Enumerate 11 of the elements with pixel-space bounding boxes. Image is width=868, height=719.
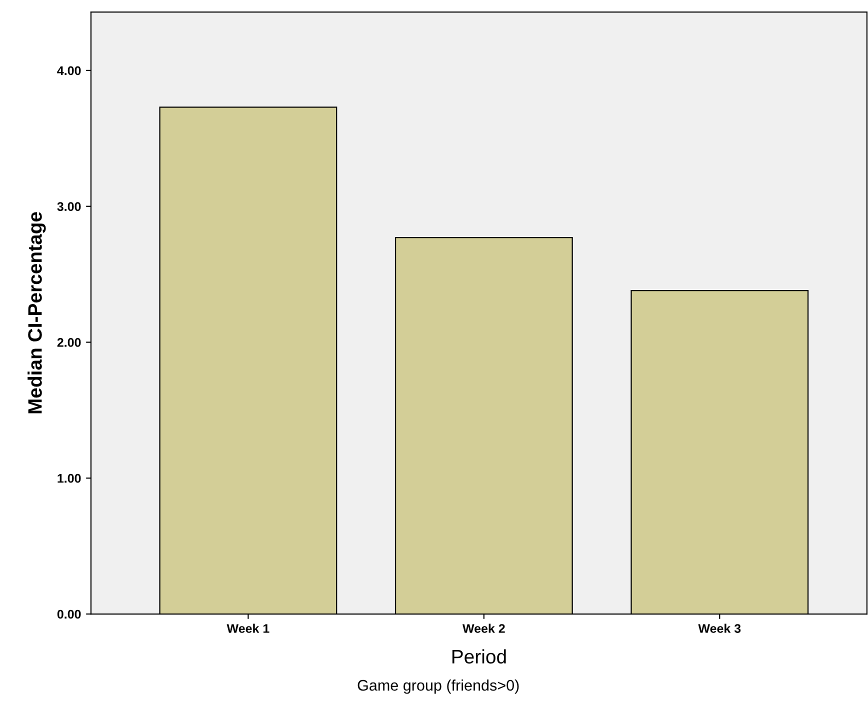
x-tick-label: Week 2	[462, 624, 505, 633]
y-tick-label: 0.00	[57, 610, 81, 619]
x-axis-title: Period	[452, 649, 506, 664]
x-tick-label: Week 1	[226, 624, 270, 633]
y-tick-label: 2.00	[57, 338, 81, 347]
y-tick-label: 1.00	[58, 474, 81, 483]
y-tick-label: 4.00	[57, 66, 81, 76]
text: Game group (friends>0)	[358, 680, 519, 694]
y-tick-label: 3.00	[57, 202, 81, 212]
y-axis-title: Median CI-Percentage	[28, 212, 46, 414]
x-tick-label: Week 3	[698, 624, 741, 633]
